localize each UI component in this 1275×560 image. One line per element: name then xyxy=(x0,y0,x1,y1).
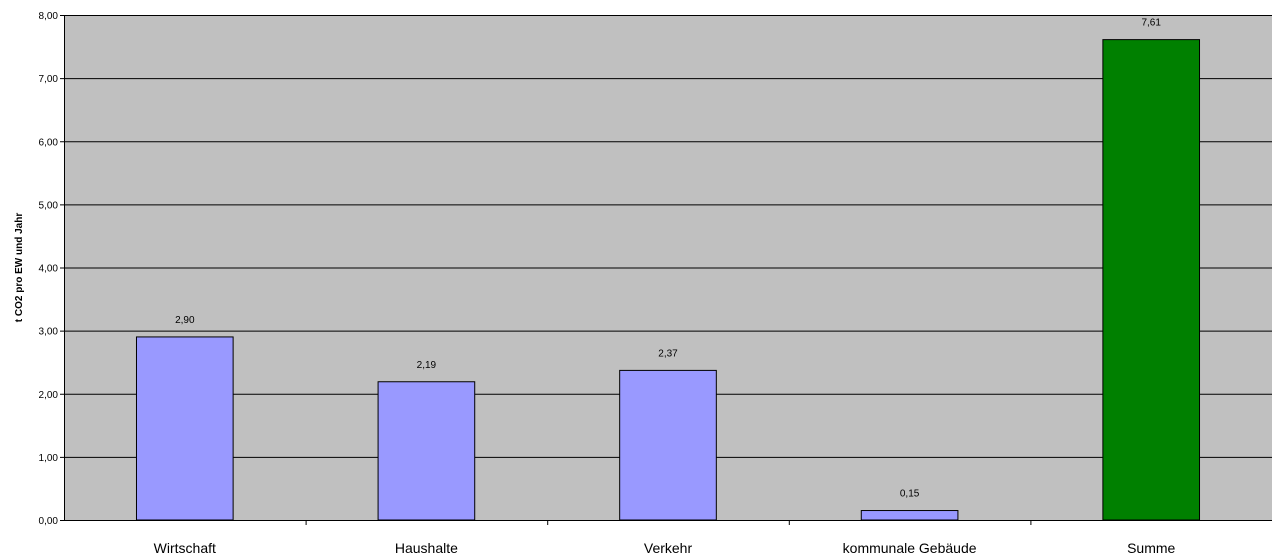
y-tick-label: 7,00 xyxy=(39,74,59,85)
x-tick-label: Haushalte xyxy=(395,540,458,556)
bar-kommunale-gebäude xyxy=(860,510,959,521)
data-label: 2,90 xyxy=(175,315,195,326)
y-tick-label: 2,00 xyxy=(39,390,59,401)
bar-wirtschaft xyxy=(135,336,234,521)
x-tick-label: Wirtschaft xyxy=(154,540,216,556)
x-tick-label: Verkehr xyxy=(644,540,693,556)
y-tick-label: 5,00 xyxy=(39,200,59,211)
x-tick-label: Summe xyxy=(1127,540,1175,556)
y-tick-label: 6,00 xyxy=(39,137,59,148)
bar-verkehr xyxy=(619,369,717,521)
bar-summe xyxy=(1102,39,1201,521)
data-label: 2,19 xyxy=(417,360,437,371)
data-label: 7,61 xyxy=(1141,18,1161,29)
labels: 0,00 1,00 2,00 3,00 4,00 5,00 6,00 7,00 8,00 2,90… xyxy=(39,11,1176,556)
x-tick-label: kommunale Gebäude xyxy=(843,540,977,556)
y-tick-label: 8,00 xyxy=(39,11,59,22)
y-tick-label: 4,00 xyxy=(39,264,59,275)
y-axis-title: t CO2 pro EW und Jahr xyxy=(14,213,25,323)
axes xyxy=(60,15,1272,525)
y-tick-label: 0,00 xyxy=(39,516,59,527)
y-tick-label: 3,00 xyxy=(39,327,59,338)
y-tick-label: 1,00 xyxy=(39,453,59,464)
data-label: 2,37 xyxy=(658,348,678,359)
data-label: 0,15 xyxy=(900,489,920,500)
bars xyxy=(135,39,1201,521)
bar-haushalte xyxy=(377,381,476,521)
